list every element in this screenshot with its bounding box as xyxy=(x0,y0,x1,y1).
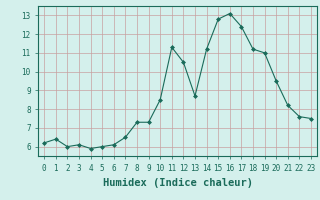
X-axis label: Humidex (Indice chaleur): Humidex (Indice chaleur) xyxy=(103,178,252,188)
